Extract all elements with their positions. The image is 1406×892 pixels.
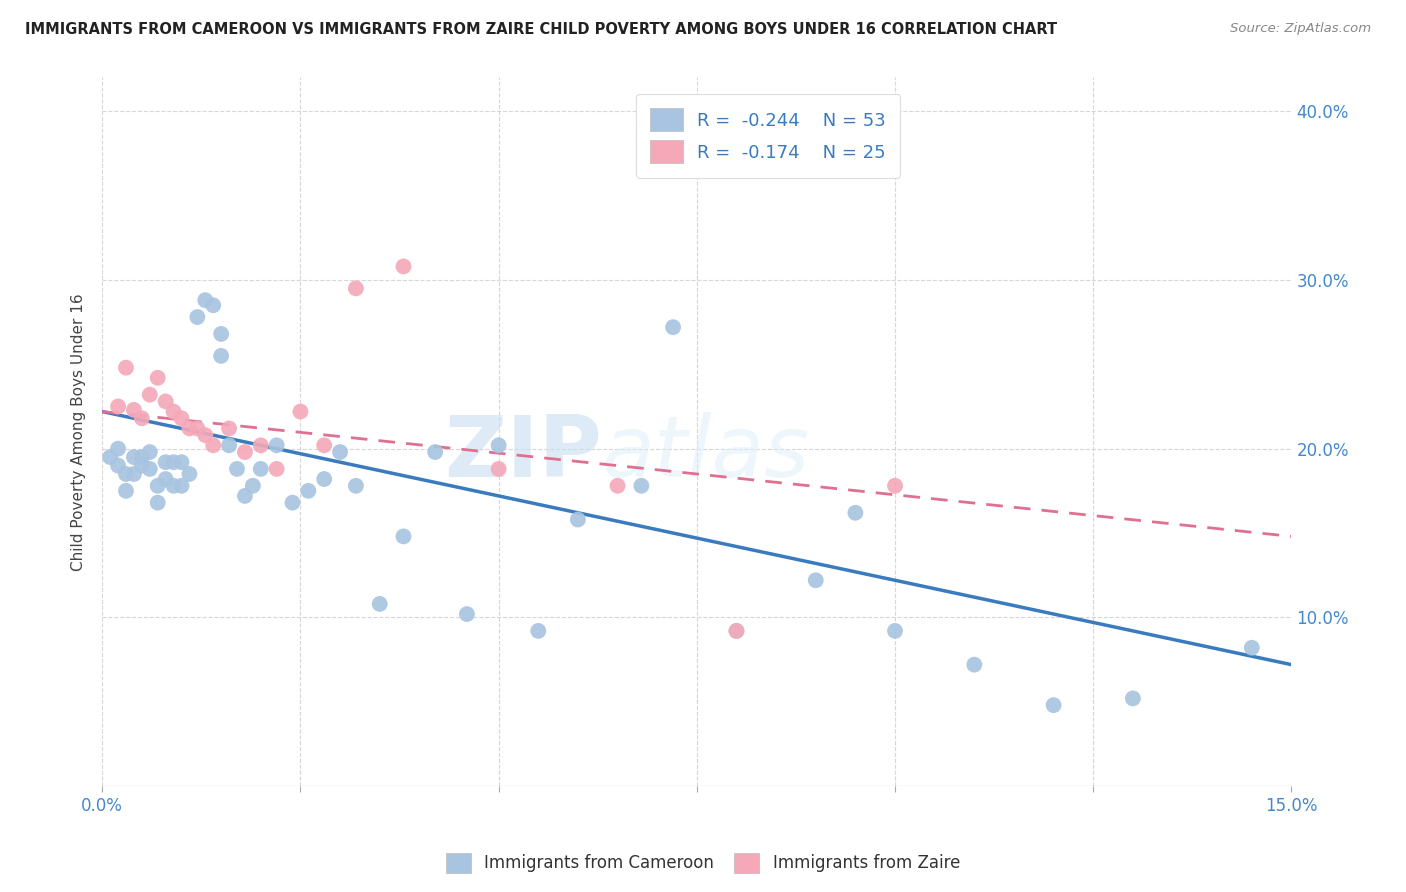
Point xyxy=(131,458,153,473)
Point xyxy=(630,479,652,493)
Point xyxy=(179,467,201,481)
Point xyxy=(344,281,367,295)
Point xyxy=(488,462,510,476)
Point xyxy=(139,387,162,401)
Point xyxy=(725,624,748,638)
Point xyxy=(155,472,177,486)
Point xyxy=(725,624,748,638)
Point xyxy=(170,479,193,493)
Point xyxy=(249,462,271,476)
Point xyxy=(218,438,240,452)
Point xyxy=(122,402,145,417)
Point xyxy=(290,404,312,418)
Point xyxy=(329,445,352,459)
Point xyxy=(209,326,232,341)
Point xyxy=(297,483,319,498)
Point xyxy=(107,458,129,473)
Text: Source: ZipAtlas.com: Source: ZipAtlas.com xyxy=(1230,22,1371,36)
Point xyxy=(456,607,478,621)
Point xyxy=(155,394,177,409)
Point xyxy=(1042,698,1064,713)
Point xyxy=(162,479,184,493)
Point xyxy=(115,467,138,481)
Point xyxy=(884,624,907,638)
Point xyxy=(662,320,685,334)
Point xyxy=(218,421,240,435)
Point xyxy=(115,360,138,375)
Point xyxy=(209,349,232,363)
Point xyxy=(139,462,162,476)
Point xyxy=(146,371,169,385)
Point xyxy=(146,496,169,510)
Point xyxy=(146,479,169,493)
Point xyxy=(344,479,367,493)
Point xyxy=(155,455,177,469)
Point xyxy=(1240,640,1263,655)
Point xyxy=(179,421,201,435)
Point xyxy=(844,506,866,520)
Point xyxy=(249,438,271,452)
Point xyxy=(314,472,336,486)
Point xyxy=(170,455,193,469)
Point xyxy=(202,438,225,452)
Point xyxy=(162,404,184,418)
Point xyxy=(242,479,264,493)
Text: ZIP: ZIP xyxy=(444,411,602,494)
Point xyxy=(226,462,249,476)
Point xyxy=(107,442,129,456)
Point xyxy=(963,657,986,672)
Point xyxy=(194,293,217,308)
Point xyxy=(122,467,145,481)
Y-axis label: Child Poverty Among Boys Under 16: Child Poverty Among Boys Under 16 xyxy=(72,293,86,571)
Point xyxy=(122,450,145,464)
Text: atlas: atlas xyxy=(602,411,810,494)
Point xyxy=(884,479,907,493)
Point xyxy=(392,260,415,274)
Point xyxy=(606,479,628,493)
Point xyxy=(233,445,256,459)
Point xyxy=(368,597,391,611)
Point xyxy=(392,529,415,543)
Point xyxy=(266,438,288,452)
Point xyxy=(162,455,184,469)
Point xyxy=(131,450,153,464)
Point xyxy=(488,438,510,452)
Point xyxy=(567,512,589,526)
Point xyxy=(194,428,217,442)
Point xyxy=(314,438,336,452)
Text: IMMIGRANTS FROM CAMEROON VS IMMIGRANTS FROM ZAIRE CHILD POVERTY AMONG BOYS UNDER: IMMIGRANTS FROM CAMEROON VS IMMIGRANTS F… xyxy=(25,22,1057,37)
Point xyxy=(186,421,208,435)
Point xyxy=(186,310,208,324)
Point xyxy=(1122,691,1144,706)
Point xyxy=(98,450,121,464)
Point xyxy=(131,411,153,425)
Point xyxy=(266,462,288,476)
Point xyxy=(202,298,225,312)
Point xyxy=(281,496,304,510)
Point xyxy=(107,400,129,414)
Point xyxy=(115,483,138,498)
Point xyxy=(170,411,193,425)
Point xyxy=(233,489,256,503)
Point xyxy=(527,624,550,638)
Legend: R =  -0.244    N = 53, R =  -0.174    N = 25: R = -0.244 N = 53, R = -0.174 N = 25 xyxy=(636,94,900,178)
Point xyxy=(425,445,447,459)
Point xyxy=(139,445,162,459)
Legend: Immigrants from Cameroon, Immigrants from Zaire: Immigrants from Cameroon, Immigrants fro… xyxy=(439,847,967,880)
Point xyxy=(804,574,827,588)
